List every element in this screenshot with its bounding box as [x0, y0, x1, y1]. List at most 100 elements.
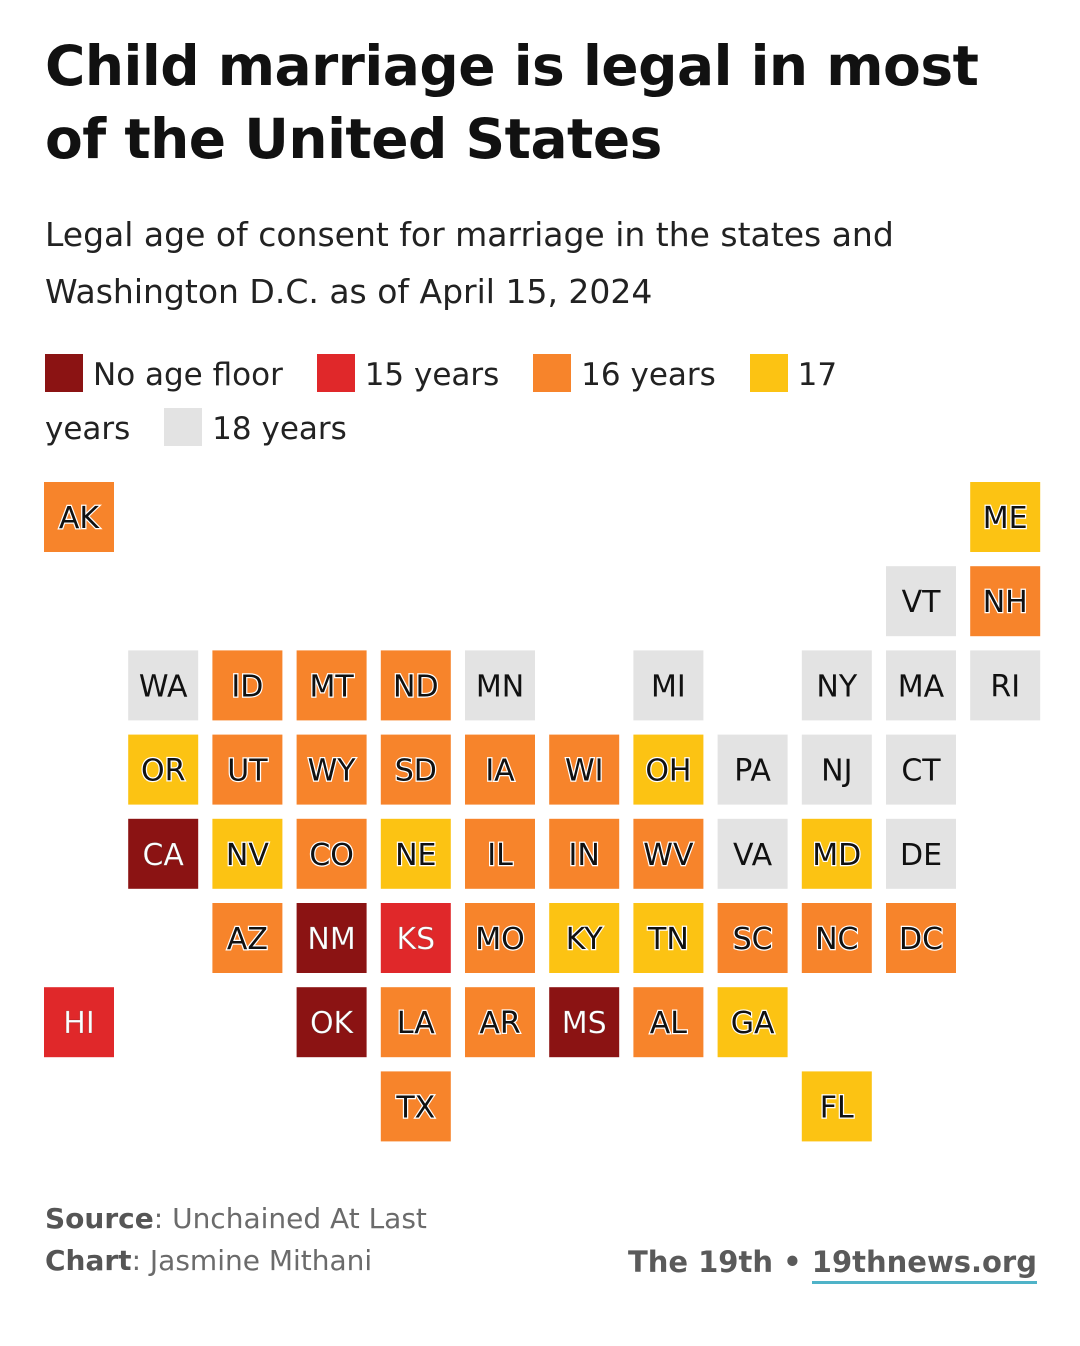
state-label: KY — [566, 922, 604, 957]
state-tile-ms: MS — [549, 987, 620, 1058]
state-tile-ne: NE — [380, 818, 451, 889]
state-label: CO — [309, 838, 354, 873]
state-tile-nv: NV — [212, 818, 283, 889]
state-label: NC — [815, 922, 858, 957]
chart-subtitle: Legal age of consent for marriage in the… — [45, 215, 894, 311]
legend-swatch-16-years — [533, 354, 572, 392]
state-tile-ks: KS — [380, 903, 451, 973]
state-tile-fl: FL — [801, 1071, 872, 1142]
state-tile-rect — [886, 818, 956, 889]
state-label: NJ — [821, 754, 852, 789]
state-label: MI — [651, 669, 686, 704]
state-label: MO — [475, 922, 525, 957]
state-tile-tx: TX — [380, 1071, 451, 1142]
legend-item-18-years: 18 years — [164, 408, 347, 447]
state-tile-rect — [970, 566, 1041, 637]
state-tile-rect — [633, 987, 704, 1058]
state-tile-rect — [44, 482, 114, 552]
state-tile-rect — [633, 650, 704, 721]
state-tile-az: AZ — [212, 903, 283, 973]
state-tile-co: CO — [296, 818, 367, 889]
state-label: WI — [565, 754, 604, 789]
state-tile-rect — [717, 987, 788, 1058]
state-tile-ri: RI — [970, 650, 1041, 721]
state-tile-ut: UT — [212, 734, 283, 805]
brand-url-link[interactable]: 19thnews.org — [811, 1245, 1037, 1284]
legend-swatch-18-years — [164, 408, 203, 446]
state-label: ND — [393, 669, 439, 704]
state-tile-rect — [801, 1071, 872, 1142]
state-tile-wi: WI — [549, 734, 620, 805]
state-tile-rect — [549, 903, 620, 973]
state-label: IL — [487, 838, 513, 873]
state-tile-rect — [886, 650, 956, 721]
state-tile-rect — [380, 650, 451, 721]
state-tile-tn: TN — [633, 903, 704, 973]
state-label: CA — [142, 838, 184, 873]
state-label: RI — [990, 669, 1020, 704]
legend-item-15-years: 15 years — [316, 354, 499, 393]
state-tile-rect — [296, 734, 367, 805]
state-tile-la: LA — [380, 987, 451, 1058]
state-tile-rect — [970, 650, 1041, 721]
state-tile-rect — [465, 650, 535, 721]
state-label: MA — [898, 669, 945, 704]
state-tile-rect — [296, 987, 367, 1058]
state-tile-rect — [549, 734, 620, 805]
state-label: NM — [307, 922, 355, 957]
state-label: IN — [569, 838, 600, 873]
state-label: TX — [395, 1090, 435, 1125]
state-label: AZ — [227, 922, 268, 957]
state-tile-dc: DC — [886, 903, 956, 973]
state-tile-mo: MO — [465, 903, 535, 973]
state-tile-rect — [886, 903, 956, 973]
state-tile-oh: OH — [633, 734, 704, 805]
state-tile-mt: MT — [296, 650, 367, 721]
brand-name: The 19th — [627, 1245, 773, 1279]
state-tile-rect — [296, 818, 367, 889]
legend-label: 16 years — [581, 357, 716, 393]
state-tile-rect — [380, 734, 451, 805]
state-tile-rect — [549, 987, 620, 1058]
state-label: SD — [395, 754, 437, 789]
state-tile-ak: AK — [44, 482, 114, 552]
legend-swatch-no-age-floor — [45, 354, 83, 392]
state-label: AK — [59, 501, 101, 536]
state-tile-wy: WY — [296, 734, 367, 805]
state-label: VA — [733, 838, 773, 873]
state-tile-rect — [212, 734, 283, 805]
legend: No age floor 15 years 16 years 17 years … — [45, 348, 885, 456]
state-label: VT — [902, 585, 942, 620]
state-tile-il: IL — [465, 818, 535, 889]
state-label: IA — [485, 754, 515, 789]
state-tile-ma: MA — [886, 650, 956, 721]
state-label: ME — [983, 501, 1028, 536]
state-tile-wa: WA — [128, 650, 199, 721]
source-line: Source: Unchained At Last — [45, 1198, 427, 1240]
state-label: WV — [643, 838, 694, 873]
state-label: WA — [139, 669, 188, 704]
state-tile-rect — [380, 1071, 451, 1142]
chart-credit-text: : Jasmine Mithani — [131, 1244, 373, 1277]
legend-label: 17 years — [45, 357, 838, 447]
state-tile-va: VA — [717, 818, 788, 889]
state-tile-rect — [465, 818, 535, 889]
state-tile-or: OR — [128, 734, 199, 805]
state-tile-id: ID — [212, 650, 283, 721]
legend-swatch-15-years — [316, 354, 355, 392]
state-label: KS — [396, 922, 435, 957]
state-tile-nd: ND — [380, 650, 451, 721]
state-tile-rect — [296, 650, 367, 721]
legend-item-16-years: 16 years — [533, 354, 716, 393]
state-tile-rect — [380, 903, 451, 973]
state-tile-ny: NY — [801, 650, 872, 721]
state-label: AR — [479, 1006, 520, 1041]
state-label: UT — [227, 754, 268, 789]
state-label: CT — [901, 754, 941, 789]
state-tile-ky: KY — [549, 903, 620, 973]
state-tile-ok: OK — [296, 987, 367, 1058]
state-tile-rect — [801, 818, 872, 889]
state-tile-rect — [212, 818, 283, 889]
brand: The 19th • 19thnews.org — [627, 1245, 1037, 1284]
